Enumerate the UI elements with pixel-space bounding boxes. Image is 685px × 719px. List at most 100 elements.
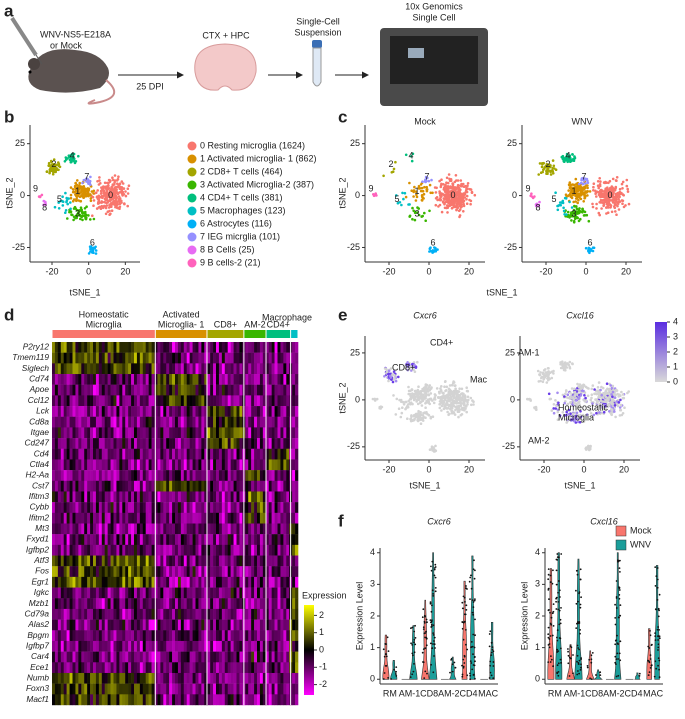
- cell-point: [394, 161, 397, 164]
- heatmap-cell: [222, 513, 225, 524]
- cell-point: [599, 185, 602, 188]
- heatmap-cell: [108, 630, 111, 641]
- heatmap-cell: [286, 342, 289, 353]
- heatmap-cell: [102, 609, 105, 620]
- heatmap-cell: [152, 652, 155, 663]
- heatmap-cell: [257, 353, 260, 364]
- heatmap-cell: [181, 417, 184, 428]
- cluster-label: 1: [571, 186, 576, 196]
- heatmap-cell: [125, 673, 128, 684]
- heatmap-cell: [278, 566, 281, 577]
- heatmap-cell: [87, 577, 90, 588]
- cell-point: [93, 190, 96, 193]
- heatmap-cell: [87, 427, 90, 438]
- heatmap-cell: [116, 417, 119, 428]
- heatmap-cell: [245, 545, 248, 556]
- heatmap-cell: [184, 427, 187, 438]
- heatmap-cell: [228, 566, 231, 577]
- cell-point: [612, 178, 615, 181]
- heatmap-cell: [175, 534, 178, 545]
- heatmap-cell: [190, 470, 193, 481]
- heatmap-cell: [84, 438, 87, 449]
- legend-label: 3 Activated Microglia-2 (387): [200, 179, 314, 189]
- heatmap-cell: [295, 534, 298, 545]
- heatmap-cell: [90, 641, 93, 652]
- heatmap-cell: [99, 566, 102, 577]
- heatmap-cell: [75, 609, 78, 620]
- heatmap-cell: [99, 598, 102, 609]
- heatmap-cell: [78, 491, 81, 502]
- heatmap-cell: [292, 641, 295, 652]
- heatmap-cell: [99, 481, 102, 492]
- heatmap-cell: [119, 598, 122, 609]
- heatmap-cell: [193, 694, 196, 705]
- heatmap-cell: [166, 524, 169, 535]
- heatmap-cell: [163, 609, 166, 620]
- heatmap-cell: [64, 363, 67, 374]
- heatmap-cell: [149, 566, 152, 577]
- heatmap-cell: [184, 449, 187, 460]
- cell-point: [584, 186, 587, 189]
- heatmap-cell: [275, 502, 278, 513]
- heatmap-cell: [292, 577, 295, 588]
- heatmap-cell: [55, 556, 58, 567]
- heatmap-cell: [234, 353, 237, 364]
- cell-point: [98, 198, 101, 201]
- heatmap-cell: [190, 673, 193, 684]
- heatmap-cell: [102, 556, 105, 567]
- heatmap-cell: [52, 417, 55, 428]
- heatmap-cell: [248, 459, 251, 470]
- heatmap-cell: [280, 684, 283, 695]
- heatmap-cell: [201, 491, 204, 502]
- heatmap-cell: [84, 630, 87, 641]
- heatmap-cell: [52, 406, 55, 417]
- heatmap-cell: [102, 363, 105, 374]
- heatmap-cell: [166, 577, 169, 588]
- cell-point: [621, 187, 624, 190]
- heatmap-cell: [73, 470, 76, 481]
- heatmap-cell: [201, 545, 204, 556]
- heatmap-cell: [137, 417, 140, 428]
- heatmap-cell: [216, 374, 219, 385]
- cell-point: [454, 387, 457, 390]
- cell-point: [603, 204, 606, 207]
- heatmap-cell: [52, 673, 55, 684]
- heatmap-cell: [278, 374, 281, 385]
- heatmap-cell: [237, 620, 240, 631]
- heatmap-cell: [278, 395, 281, 406]
- gene-label: Ifitm2: [29, 512, 50, 522]
- heatmap-cell: [257, 406, 260, 417]
- heatmap-cell: [257, 662, 260, 673]
- heatmap-cell: [295, 545, 298, 556]
- heatmap-cell: [102, 662, 105, 673]
- heatmap-cell: [105, 342, 108, 353]
- heatmap-cell: [149, 534, 152, 545]
- heatmap-cell: [190, 630, 193, 641]
- heatmap-cell: [114, 363, 117, 374]
- heatmap-cell: [140, 417, 143, 428]
- cell-point: [614, 207, 617, 210]
- heatmap-cell: [272, 470, 275, 481]
- heatmap-cell: [234, 577, 237, 588]
- heatmap-cell: [219, 577, 222, 588]
- cell-point: [125, 195, 128, 198]
- heatmap-cell: [286, 598, 289, 609]
- heatmap-cell: [93, 524, 96, 535]
- heatmap-cell: [137, 545, 140, 556]
- heatmap-cell: [251, 534, 254, 545]
- heatmap-cell: [78, 470, 81, 481]
- heatmap-cell: [108, 406, 111, 417]
- heatmap-cell: [67, 524, 70, 535]
- heatmap-cell: [111, 577, 114, 588]
- heatmap-cell: [225, 694, 228, 705]
- axis-title: tSNE_2: [337, 177, 347, 208]
- heatmap-cell: [61, 662, 64, 673]
- heatmap-cell: [207, 363, 210, 374]
- heatmap-cell: [143, 449, 146, 460]
- legend-swatch: [188, 142, 197, 151]
- heatmap-cell: [99, 577, 102, 588]
- heatmap-cell: [140, 524, 143, 535]
- cell-point: [584, 211, 587, 214]
- cell-point: [622, 181, 625, 184]
- heatmap-cell: [286, 524, 289, 535]
